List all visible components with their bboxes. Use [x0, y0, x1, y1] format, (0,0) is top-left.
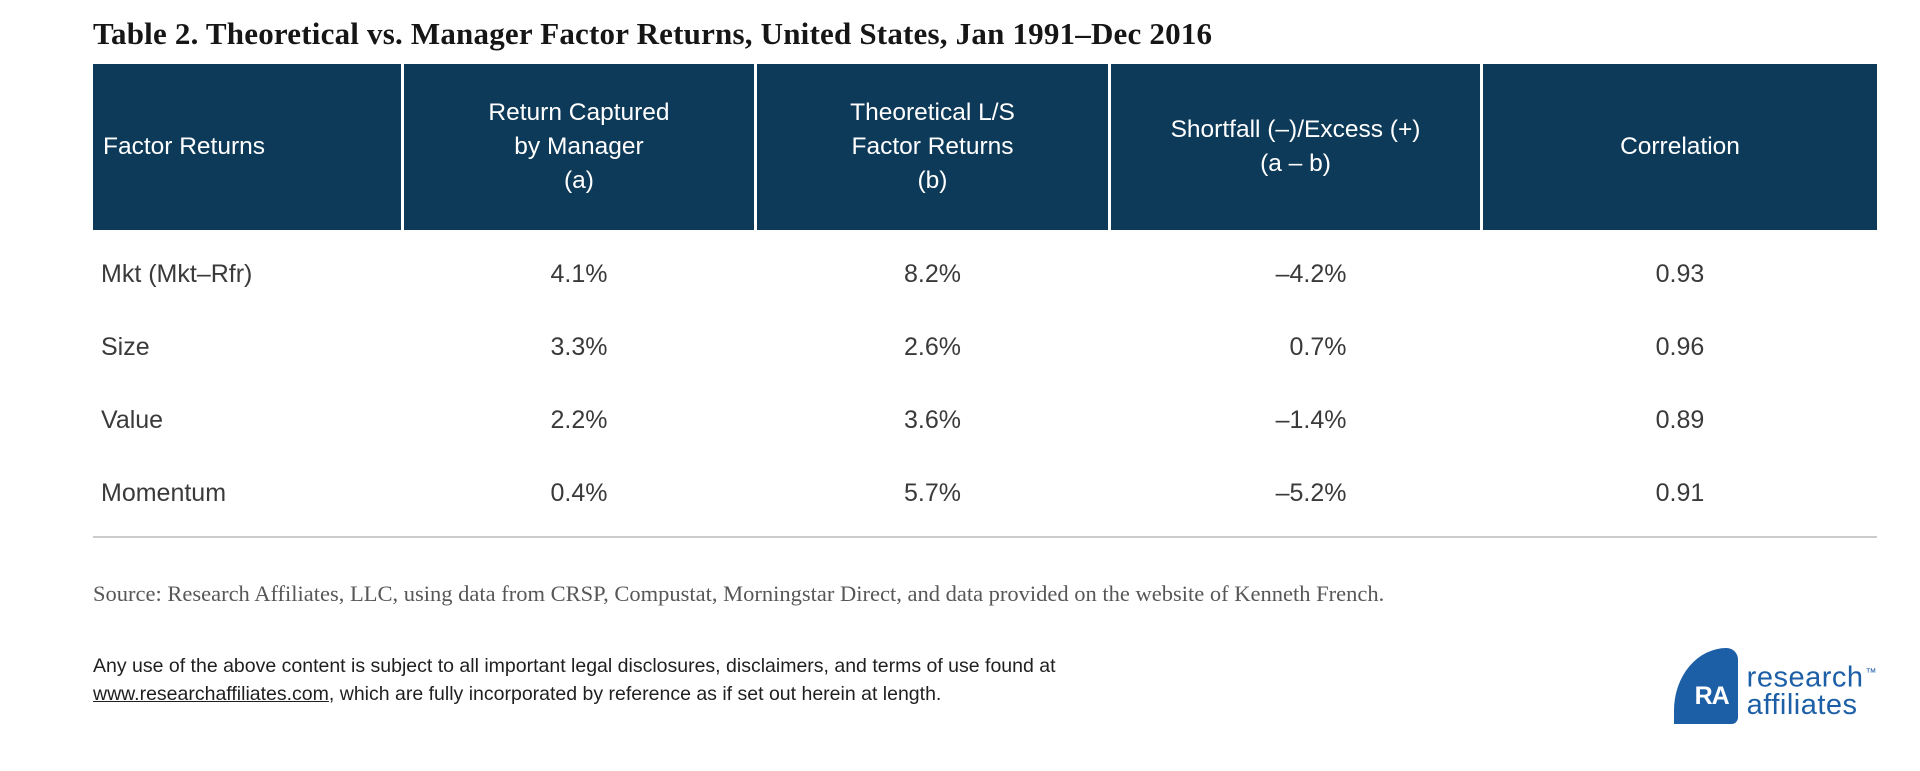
table-row: Size 3.3% 2.6% 0.7% 0.96 — [93, 311, 1877, 384]
table-row: Mkt (Mkt–Rfr) 4.1% 8.2% –4.2% 0.93 — [93, 238, 1877, 311]
source-note: Source: Research Affiliates, LLC, using … — [93, 581, 1385, 606]
factor-name-cell: Value — [101, 406, 164, 434]
table-row: Momentum 0.4% 5.7% –5.2% 0.91 — [93, 457, 1877, 530]
legal-line-2: , which are fully incorporated by refere… — [328, 683, 942, 705]
col-header-shortfall-excess: Shortfall (–)/Excess (+) (a – b) — [1111, 64, 1480, 230]
shortfall-cell: –1.4% — [1111, 384, 1480, 457]
return-captured-cell: 0.4% — [550, 479, 608, 507]
header-line: (a – b) — [1260, 150, 1331, 177]
header-line: Theoretical L/S — [850, 99, 1015, 126]
legal-line-1: Any use of the above content is subject … — [93, 655, 1056, 677]
factor-name-cell: Momentum — [101, 479, 227, 507]
shortfall-value: 0.7% — [1289, 333, 1347, 361]
theoretical-return-cell: 2.6% — [904, 333, 961, 361]
table-row: Value 2.2% 3.6% –1.4% 0.89 — [93, 384, 1877, 457]
footer: Any use of the above content is subject … — [93, 648, 1877, 724]
correlation-cell: 0.93 — [1655, 260, 1705, 288]
header-line: by Manager — [514, 133, 644, 160]
trademark-symbol: ™ — [1865, 667, 1877, 679]
shortfall-cell: –4.2% — [1111, 238, 1480, 311]
factor-returns-table: Factor Returns Return Captured by Manage… — [93, 64, 1877, 530]
logo-research-text: research — [1746, 661, 1864, 694]
return-captured-cell: 2.2% — [550, 406, 608, 434]
table-title: Table 2. Theoretical vs. Manager Factor … — [93, 16, 1213, 51]
shortfall-cell: 0.7% — [1111, 311, 1480, 384]
shortfall-value: –4.2% — [1275, 260, 1347, 288]
col-header-factor-returns: Factor Returns — [93, 64, 401, 230]
header-line: Factor Returns — [851, 133, 1014, 160]
col-header-theoretical-ls: Theoretical L/S Factor Returns (b) — [757, 64, 1108, 230]
ra-logo-icon: RA — [1673, 648, 1738, 724]
table-header-row: Factor Returns Return Captured by Manage… — [93, 64, 1877, 230]
logo-wordmark-line1: research ™ — [1747, 660, 1877, 692]
return-captured-cell: 3.3% — [550, 333, 608, 361]
logo-wordmark-line2: affiliates — [1746, 688, 1858, 721]
page: Table 2. Theoretical vs. Manager Factor … — [93, 17, 1877, 724]
header-line: Return Captured — [488, 99, 670, 126]
header-line: (b) — [917, 167, 948, 194]
col-header-correlation: Correlation — [1483, 64, 1877, 230]
factor-name-cell: Size — [101, 333, 150, 361]
correlation-cell: 0.91 — [1655, 479, 1705, 507]
legal-disclaimer: Any use of the above content is subject … — [93, 652, 1056, 708]
header-line: Factor Returns — [103, 133, 266, 160]
theoretical-return-cell: 5.7% — [904, 479, 961, 507]
header-line: Shortfall (–)/Excess (+) — [1170, 116, 1421, 143]
logo-wordmark: research ™ affiliates — [1747, 660, 1877, 719]
return-captured-cell: 4.1% — [550, 260, 608, 288]
ra-monogram: RA — [1694, 682, 1730, 710]
shortfall-value: –5.2% — [1275, 479, 1347, 507]
correlation-cell: 0.89 — [1655, 406, 1705, 434]
correlation-cell: 0.96 — [1655, 333, 1705, 361]
research-affiliates-logo: RA research ™ affiliates — [1673, 648, 1877, 724]
theoretical-return-cell: 8.2% — [904, 260, 961, 288]
header-line: (a) — [564, 167, 594, 194]
shortfall-value: –1.4% — [1275, 406, 1347, 434]
col-header-return-captured: Return Captured by Manager (a) — [404, 64, 754, 230]
factor-name-cell: Mkt (Mkt–Rfr) — [101, 260, 253, 288]
table-body: Mkt (Mkt–Rfr) 4.1% 8.2% –4.2% 0.93 Size … — [93, 230, 1877, 530]
table-bottom-rule — [93, 536, 1877, 538]
shortfall-cell: –5.2% — [1111, 457, 1480, 530]
theoretical-return-cell: 3.6% — [904, 406, 961, 434]
header-line: Correlation — [1620, 133, 1740, 160]
researchaffiliates-link[interactable]: www.researchaffiliates.com — [93, 683, 329, 705]
